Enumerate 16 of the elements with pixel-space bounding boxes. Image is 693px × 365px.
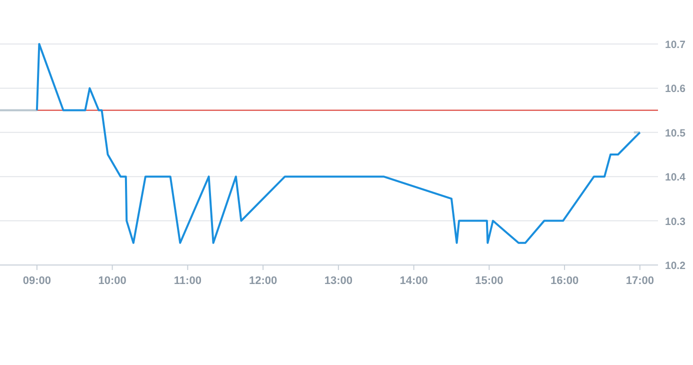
y-tick-label: 10.3 bbox=[665, 216, 686, 228]
x-tick-label: 11:00 bbox=[174, 275, 202, 287]
x-tick-label: 16:00 bbox=[550, 275, 579, 287]
y-tick-label: 10.5 bbox=[665, 127, 686, 140]
x-tick-label: 17:00 bbox=[626, 275, 654, 287]
line-series bbox=[36, 43, 641, 244]
y-tick-label: 10.4 bbox=[665, 172, 686, 184]
x-tick-label: 13:00 bbox=[324, 275, 352, 287]
y-tick-label: 10.2 bbox=[665, 260, 686, 272]
x-tick-label: 12:00 bbox=[248, 275, 278, 287]
x-tick-label: 10:00 bbox=[98, 275, 126, 287]
y-tick-label: 10.7 bbox=[665, 39, 686, 51]
x-tick-label: 14:00 bbox=[400, 275, 428, 287]
x-tick-label: 09:00 bbox=[22, 275, 52, 287]
x-tick-label: 15:00 bbox=[475, 275, 504, 287]
y-tick-label: 10.6 bbox=[665, 83, 686, 96]
